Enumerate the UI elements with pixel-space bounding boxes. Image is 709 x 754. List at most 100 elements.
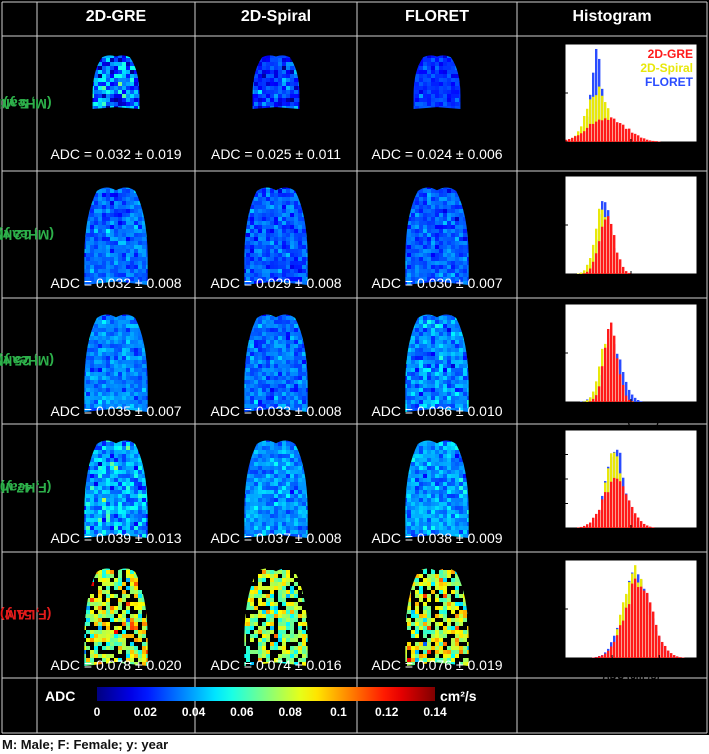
- lung-pixel: [403, 70, 407, 74]
- lung-pixel: [82, 110, 86, 114]
- lung-pixel: [274, 364, 278, 368]
- lung-pixel: [399, 376, 403, 380]
- lung-pixel: [110, 494, 114, 498]
- lung-pixel: [138, 257, 142, 261]
- lung-pixel: [142, 384, 146, 388]
- lung-pixel: [150, 522, 154, 526]
- lung-pixel: [118, 324, 122, 328]
- lung-pixel: [246, 336, 250, 340]
- lung-pixel: [78, 237, 82, 241]
- lung-pixel: [110, 384, 114, 388]
- lung-pixel: [278, 356, 282, 360]
- lung-pixel: [134, 450, 138, 454]
- lung-pixel: [439, 340, 443, 344]
- lung-pixel: [258, 384, 262, 388]
- lung-pixel: [234, 352, 238, 356]
- lung-pixel: [118, 348, 122, 352]
- lung-pixel: [114, 201, 118, 205]
- lung-pixel: [286, 74, 290, 78]
- lung-pixel: [270, 102, 274, 106]
- lung-pixel: [274, 356, 278, 360]
- lung-pixel: [154, 384, 158, 388]
- lung-pixel: [266, 440, 270, 442]
- lung-pixel: [250, 50, 254, 54]
- lung-pixel: [439, 102, 443, 106]
- lung-pixel: [270, 82, 274, 86]
- lung-pixel: [463, 90, 467, 94]
- lung-pixel: [134, 522, 138, 526]
- lung-pixel: [114, 205, 118, 209]
- lung-pixel: [84, 440, 86, 442]
- lung-pixel: [130, 74, 134, 78]
- lung-pixel: [443, 400, 447, 404]
- lung-pixel: [102, 201, 106, 205]
- lung-pixel: [86, 86, 90, 90]
- lung-pixel: [106, 356, 110, 360]
- lung-pixel: [106, 320, 110, 324]
- lung-pixel: [134, 217, 138, 221]
- lung-pixel: [411, 187, 415, 189]
- lung-pixel: [439, 217, 443, 221]
- lung-pixel: [459, 376, 463, 380]
- lung-pixel: [138, 522, 142, 526]
- lung-pixel: [84, 340, 86, 344]
- lung-pixel: [262, 86, 266, 90]
- lung-pixel: [242, 110, 246, 114]
- lung-pixel: [86, 320, 90, 324]
- lung-pixel: [250, 320, 254, 324]
- lung-pixel: [415, 213, 419, 217]
- lung-pixel: [78, 201, 82, 205]
- lung-pixel: [134, 209, 138, 213]
- lung-pixel: [399, 344, 403, 348]
- lung-pixel: [94, 66, 98, 70]
- lung-pixel: [138, 408, 142, 412]
- lung-pixel: [306, 253, 308, 257]
- lung-pixel: [86, 344, 90, 348]
- lung-pixel: [130, 70, 134, 74]
- lung-pixel: [262, 269, 266, 273]
- lung-pixel: [86, 510, 90, 514]
- lung-pixel: [467, 400, 469, 404]
- lung-pixel: [130, 372, 134, 376]
- lung-pixel: [294, 110, 298, 114]
- lung-pixel: [142, 446, 146, 450]
- lung-pixel: [455, 217, 459, 221]
- lung-pixel: [130, 237, 134, 241]
- lung-pixel: [130, 396, 134, 400]
- lung-pixel: [118, 356, 122, 360]
- lung-pixel: [138, 502, 142, 506]
- lung-pixel: [106, 94, 110, 98]
- lung-pixel: [130, 273, 134, 277]
- lung-pixel: [84, 458, 86, 462]
- lung-pixel: [423, 106, 427, 109]
- lung-pixel: [134, 356, 138, 360]
- lung-pixel: [246, 466, 250, 470]
- lung-pixel: [423, 328, 427, 332]
- lung-pixel: [254, 450, 258, 454]
- lung-pixel: [74, 478, 78, 482]
- lung-pixel: [130, 518, 134, 522]
- lung-pixel: [467, 181, 471, 185]
- lung-pixel: [459, 94, 461, 98]
- lung-pixel: [258, 201, 262, 205]
- lung-pixel: [278, 458, 282, 462]
- lung-pixel: [475, 269, 479, 273]
- lung-pixel: [435, 344, 439, 348]
- lung-pixel: [122, 388, 126, 392]
- lung-pixel: [98, 187, 102, 189]
- lung-pixel: [146, 392, 148, 396]
- lung-pixel: [310, 221, 314, 225]
- lung-pixel: [234, 438, 238, 442]
- lung-pixel: [130, 58, 134, 62]
- lung-pixel: [78, 510, 82, 514]
- lung-pixel: [427, 344, 431, 348]
- lung-pixel: [298, 110, 302, 114]
- lung-pixel: [122, 446, 126, 450]
- lung-pixel: [266, 348, 270, 352]
- lung-pixel: [270, 257, 274, 261]
- lung-pixel: [130, 201, 134, 205]
- lung-pixel: [102, 498, 106, 502]
- lung-pixel: [467, 213, 469, 217]
- lung-pixel: [134, 74, 138, 78]
- lung-pixel: [118, 454, 122, 458]
